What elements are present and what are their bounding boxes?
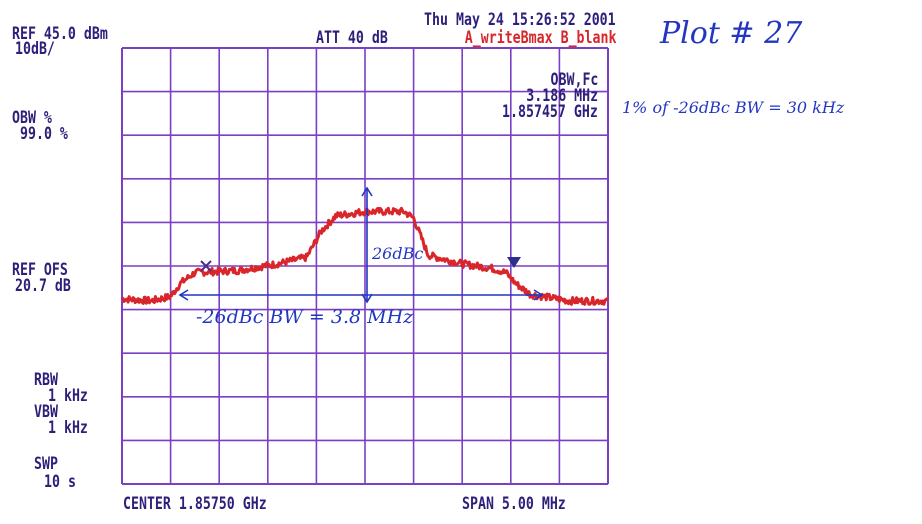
one-percent-bw-note: 1% of -26dBc BW = 30 kHz — [622, 98, 845, 117]
obw-readout-bandwidth: 3.186 MHz — [526, 86, 598, 106]
vbw-value: 1 kHz — [48, 418, 88, 438]
obw-readout-center: 1.857457 GHz — [502, 102, 598, 122]
plot-number-note: Plot # 27 — [660, 16, 803, 51]
bandwidth-note: -26dBc BW = 3.8 MHz — [196, 306, 414, 328]
rbw-value: 1 kHz — [48, 386, 88, 406]
span-label: SPAN 5.00 MHz — [462, 494, 566, 514]
bandwidth-annotation — [178, 186, 544, 304]
plot-grid — [121, 47, 609, 485]
sweep-value: 10 s — [44, 472, 76, 492]
attenuation-label: ATT 40 dB — [316, 28, 388, 48]
ref-level-label: REF 45.0 dBm — [12, 24, 108, 44]
scale-label: 10dB/ — [15, 39, 55, 59]
trace-mode-label: A_writeBmax B_blank — [464, 28, 616, 48]
obw-percent-value: 99.0 % — [20, 124, 68, 144]
timestamp-label: Thu May 24 15:26:52 2001 — [424, 10, 616, 30]
obw-percent-label: OBW % — [12, 108, 52, 128]
marker-1 — [200, 260, 212, 272]
rbw-label: RBW — [34, 370, 58, 390]
depth-note: 26dBc — [372, 244, 424, 263]
marker-2 — [507, 257, 521, 268]
sweep-label: SWP — [34, 454, 58, 474]
ref-offset-value: 20.7 dB — [15, 276, 71, 296]
vbw-label: VBW — [34, 402, 58, 422]
obw-readout-title: OBW,Fc — [550, 70, 598, 90]
ref-offset-label: REF OFS — [12, 260, 68, 280]
center-frequency-label: CENTER 1.85750 GHz — [123, 494, 267, 514]
